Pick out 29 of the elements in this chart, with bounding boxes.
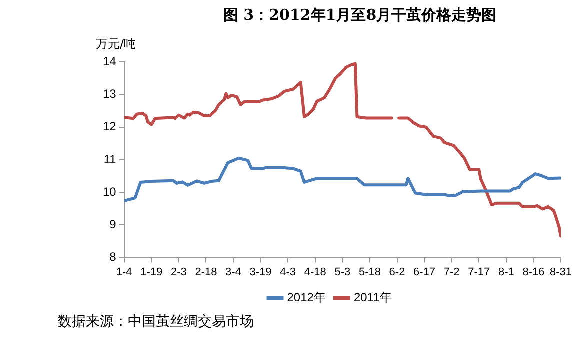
y-tick-label: 9 xyxy=(110,218,117,232)
x-tick-label: 4-18 xyxy=(304,266,326,278)
x-tick-label: 8-31 xyxy=(550,266,572,278)
x-tick-label: 6-17 xyxy=(414,266,436,278)
x-tick-label: 2-18 xyxy=(195,266,218,278)
x-tick-label: 3-19 xyxy=(250,266,272,278)
legend-label: 2011年 xyxy=(354,290,392,304)
y-tick-label: 12 xyxy=(102,120,117,134)
x-tick-label: 1-4 xyxy=(116,266,132,278)
x-tick-label: 7-2 xyxy=(444,266,460,278)
x-tick-label: 7-17 xyxy=(468,266,490,278)
x-tick-label: 1-19 xyxy=(140,266,163,278)
y-axis-title: 万元/吨 xyxy=(96,36,136,53)
x-tick-label: 5-3 xyxy=(334,266,351,278)
x-tick-label: 4-3 xyxy=(280,266,296,278)
source-note: 数据来源：中国茧丝绸交易市场 xyxy=(58,313,254,331)
y-tick-label: 11 xyxy=(104,152,117,166)
x-tick-label: 3-4 xyxy=(226,266,242,278)
y-tick-label: 8 xyxy=(110,250,117,264)
x-tick-label: 8-1 xyxy=(498,266,514,278)
y-tick-label: 14 xyxy=(102,54,117,69)
y-tick-label: 10 xyxy=(102,184,117,199)
x-tick-label: 6-2 xyxy=(389,266,406,278)
legend-label: 2012年 xyxy=(287,290,326,304)
x-tick-label: 8-16 xyxy=(522,266,545,278)
x-tick-label: 2-3 xyxy=(170,266,187,278)
x-tick-label: 5-18 xyxy=(358,266,381,278)
y-tick-label: 13 xyxy=(102,87,117,102)
chart-title: 图 3：2012年1月至8月干茧价格走势图 xyxy=(222,6,498,25)
